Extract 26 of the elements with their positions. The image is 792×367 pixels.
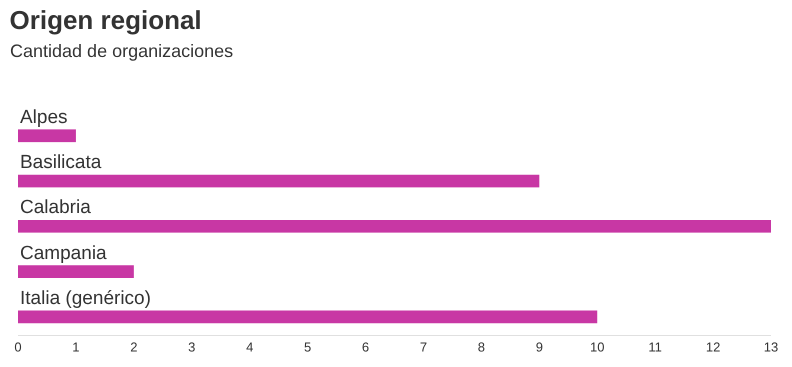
x-tick-label: 0 — [14, 340, 22, 355]
chart-title: Origen regional — [10, 5, 202, 36]
y-tick-label: Basilicata — [20, 152, 102, 173]
x-tick-label: 6 — [362, 340, 370, 355]
x-tick-label: 3 — [188, 340, 196, 355]
x-tick-label: 4 — [246, 340, 254, 355]
x-tick-label: 2 — [130, 340, 138, 355]
y-tick-label: Campania — [20, 243, 108, 264]
x-tick-label: 11 — [648, 340, 662, 355]
x-tick-label: 7 — [420, 340, 428, 355]
x-tick-label: 8 — [478, 340, 485, 355]
x-tick-label: 13 — [764, 340, 778, 355]
x-tick-label: 10 — [590, 340, 604, 355]
y-tick-label: Calabria — [20, 197, 92, 218]
bar — [18, 220, 771, 233]
y-tick-label: Italia (genérico) — [20, 288, 151, 309]
bar — [18, 265, 134, 278]
bar — [18, 174, 540, 188]
x-tick-label: 5 — [304, 340, 312, 355]
y-tick-label: Alpes — [20, 107, 68, 128]
x-tick-label: 9 — [536, 340, 543, 355]
bar — [18, 129, 76, 142]
bar — [18, 310, 598, 324]
x-tick-label: 12 — [706, 340, 720, 355]
x-tick-label: 1 — [72, 340, 80, 355]
chart-subtitle: Cantidad de organizaciones — [10, 41, 234, 61]
